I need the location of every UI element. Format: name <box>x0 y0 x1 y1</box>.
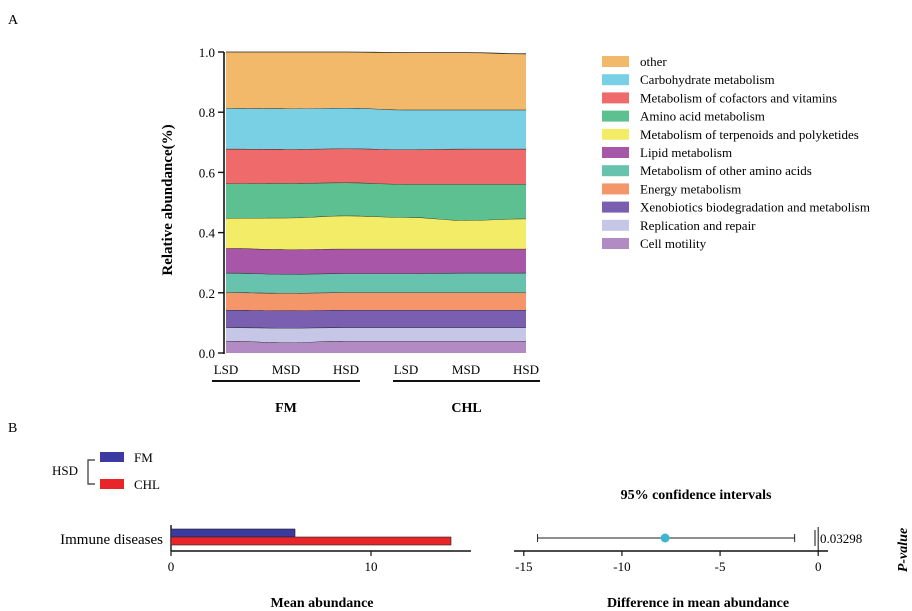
bar-fm <box>170 528 296 538</box>
legend-label-6: Metabolism of other amino acids <box>640 163 812 178</box>
area-series-5 <box>226 248 526 275</box>
ci-x-tick-label-3: 0 <box>815 559 822 574</box>
mean-abundance-bars: Immune diseases 0 10 <box>60 525 471 574</box>
group-legend-swatch-0 <box>100 452 124 462</box>
bar-category-label: Immune diseases <box>60 532 163 548</box>
ci-x-tick-label-2: -5 <box>715 559 726 574</box>
group-name-0: FM <box>275 401 297 416</box>
area-series-6 <box>226 215 526 250</box>
area-series-7 <box>226 182 526 221</box>
group-bracket <box>87 459 95 485</box>
area-series-1 <box>226 327 526 343</box>
legend-swatch-6 <box>602 165 629 177</box>
legend-label-8: Xenobiotics biodegradation and metabolis… <box>640 200 870 215</box>
y-tick-label-3: 0.6 <box>199 165 216 180</box>
stacked-area-plot <box>225 51 527 353</box>
group-legend-label-1: CHL <box>134 477 160 492</box>
legend-swatch-3 <box>602 110 629 122</box>
pvalue-label: P-value <box>896 528 911 572</box>
x-tick-label-5: HSD <box>513 362 539 377</box>
legend-swatch-7 <box>602 183 629 195</box>
x-tick-label-2: HSD <box>333 362 359 377</box>
group-legend-label-0: FM <box>134 450 153 465</box>
legend-swatch-4 <box>602 128 629 140</box>
panel-b-label: B <box>8 421 17 436</box>
legend-swatch-2 <box>602 92 629 104</box>
area-series-0 <box>226 340 526 353</box>
area-series-10 <box>226 52 526 110</box>
bar-chl <box>170 536 452 546</box>
panel-a-label: A <box>8 13 19 28</box>
y-tick-label-4: 0.8 <box>199 105 215 120</box>
legend-swatch-8 <box>602 201 629 213</box>
area-series-3 <box>226 292 526 311</box>
panel-a-axes: 0.0 0.2 0.4 0.6 0.8 1.0 LSD MSD HSD LSD MSD HSD FM CH… <box>199 45 540 416</box>
legend-label-4: Metabolism of terpenoids and polyketides <box>640 127 859 142</box>
group-name-1: CHL <box>451 401 481 416</box>
ci-x-tick-label-1: -10 <box>613 559 630 574</box>
x-tick-label-0: LSD <box>214 362 239 377</box>
ci-title: 95% confidence intervals <box>621 488 772 503</box>
x-tick-label-4: MSD <box>452 362 480 377</box>
group-legend-swatch-1 <box>100 479 124 489</box>
legend-swatch-5 <box>602 147 629 158</box>
legend: other Carbohydrate metabolism Metabolism o… <box>602 54 870 251</box>
area-series-8 <box>226 148 526 185</box>
legend-swatch-0 <box>602 56 629 67</box>
pvalue-value: 0.03298 <box>820 531 862 546</box>
difference-xlabel: Difference in mean abundance <box>607 596 789 611</box>
y-tick-label-2: 0.4 <box>199 226 216 241</box>
legend-label-5: Lipid metabolism <box>640 145 732 160</box>
bar-x-tick-label-0: 0 <box>168 559 175 574</box>
legend-swatch-9 <box>602 219 629 231</box>
legend-label-10: Cell motility <box>640 236 707 251</box>
y-axis-label: Relative abundance(%) <box>160 124 176 275</box>
x-tick-label-3: LSD <box>394 362 419 377</box>
legend-label-2: Metabolism of cofactors and vitamins <box>640 90 837 105</box>
ci-point-estimate <box>660 533 670 543</box>
ci-x-tick-label-0: -15 <box>515 559 532 574</box>
legend-label-0: other <box>640 54 667 69</box>
x-tick-label-1: MSD <box>272 362 300 377</box>
legend-swatch-1 <box>602 74 629 86</box>
y-tick-label-0: 0.0 <box>199 346 215 361</box>
legend-label-1: Carbohydrate metabolism <box>640 72 775 87</box>
y-tick-label-1: 0.2 <box>199 286 215 301</box>
mean-abundance-xlabel: Mean abundance <box>270 596 373 611</box>
y-tick-label-5: 1.0 <box>199 45 215 60</box>
area-series-9 <box>226 107 526 150</box>
bar-x-tick-label-1: 10 <box>365 559 378 574</box>
legend-label-7: Energy metabolism <box>640 181 741 196</box>
area-series-2 <box>226 309 526 329</box>
legend-label-3: Amino acid metabolism <box>640 109 765 124</box>
group-label: HSD <box>52 463 78 478</box>
group-legend: HSD FM CHL <box>52 450 160 492</box>
area-boundary-10 <box>225 51 527 55</box>
area-series-4 <box>226 272 526 294</box>
legend-swatch-10 <box>602 238 629 249</box>
legend-label-9: Replication and repair <box>640 218 756 233</box>
confidence-interval-plot: -15 -10 -5 0 <box>514 527 828 574</box>
